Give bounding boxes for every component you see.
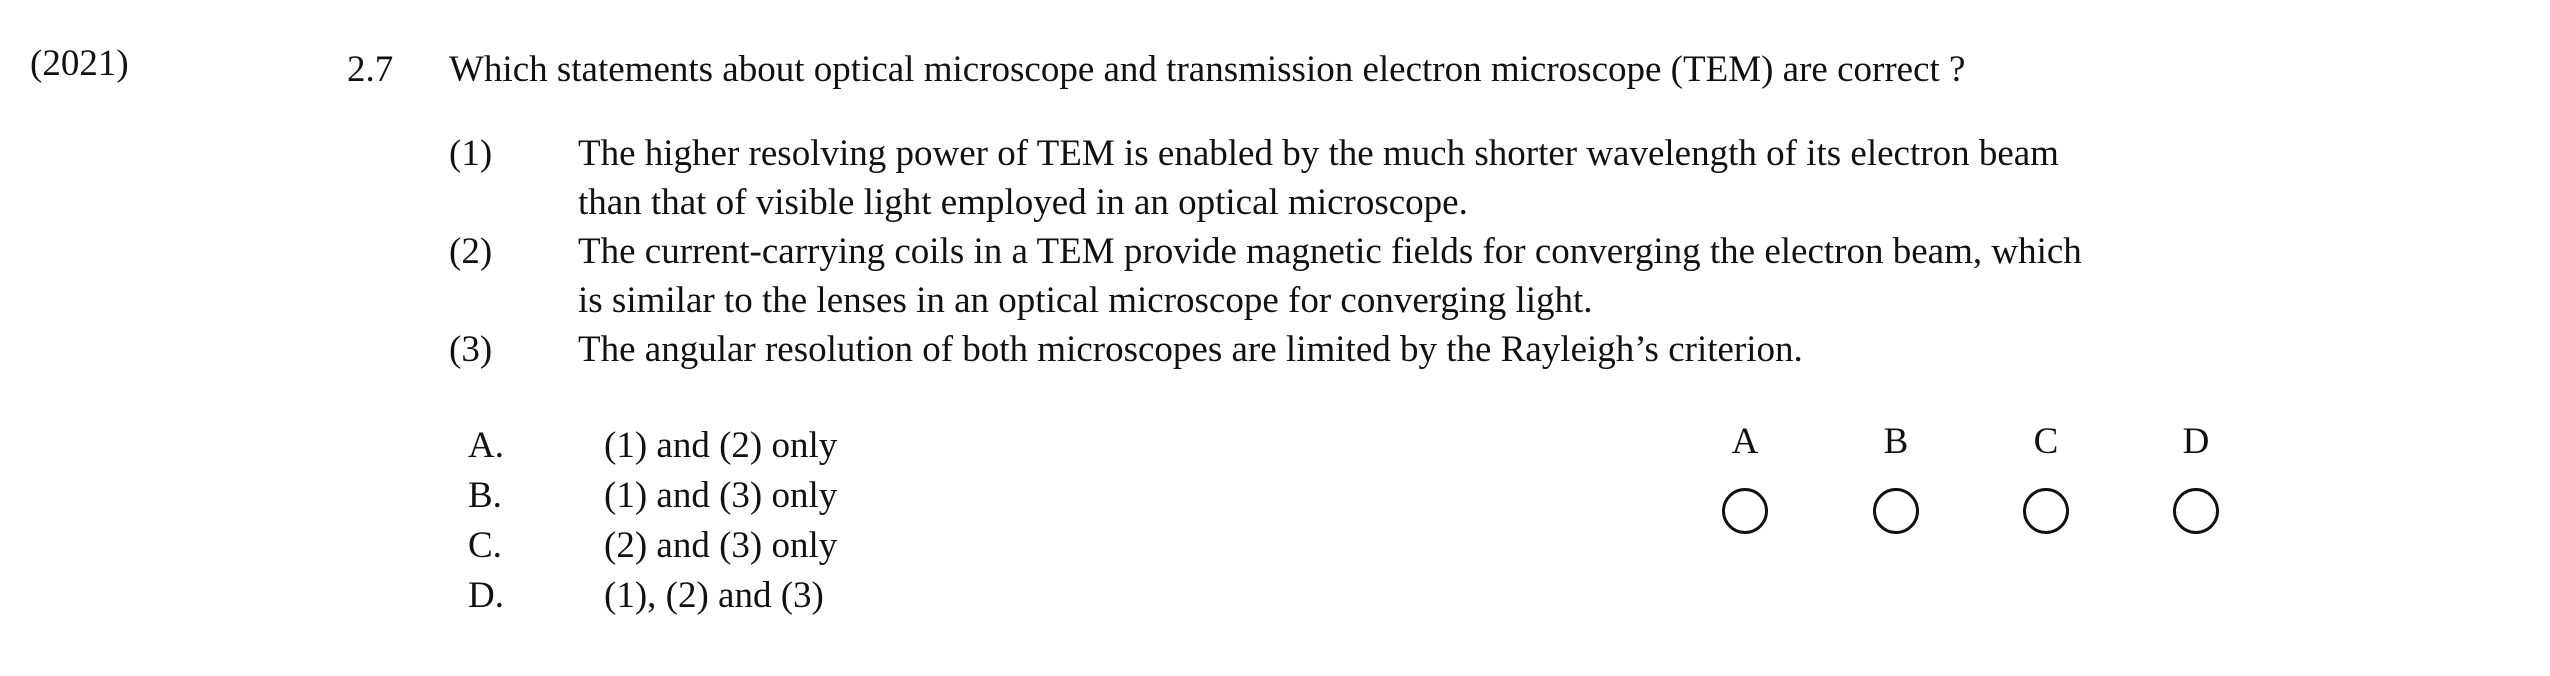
choice-d-text: (1), (2) and (3) (604, 575, 824, 616)
question-text: Which statements about optical microscop… (449, 49, 1966, 90)
choice-a-text: (1) and (2) only (604, 425, 838, 466)
statement-1-line-1: The higher resolving power of TEM is ena… (578, 133, 2059, 174)
choice-d-letter: D. (468, 575, 504, 616)
statement-2-line-1: The current-carrying coils in a TEM prov… (578, 231, 2082, 272)
choice-b-letter: B. (468, 475, 502, 516)
answer-option-b-label: B (1883, 421, 1909, 462)
choice-c-text: (2) and (3) only (604, 525, 838, 566)
year-label: (2021) (30, 43, 129, 84)
empty-circle-icon[interactable] (2023, 488, 2069, 534)
answer-option-d[interactable]: D (2166, 418, 2226, 534)
question-number: 2.7 (347, 49, 394, 90)
answer-option-b[interactable]: B (1866, 418, 1926, 534)
empty-circle-icon[interactable] (1722, 488, 1768, 534)
choice-a-letter: A. (468, 425, 504, 466)
answer-option-a-label: A (1731, 421, 1759, 462)
statement-3-line-1: The angular resolution of both microscop… (578, 329, 1803, 370)
statement-3-number: (3) (449, 329, 493, 370)
empty-circle-icon[interactable] (1873, 488, 1919, 534)
answer-option-c[interactable]: C (2016, 418, 2076, 534)
answer-option-d-label: D (2182, 421, 2210, 462)
answer-option-c-label: C (2033, 421, 2059, 462)
statement-2-line-2: is similar to the lenses in an optical m… (578, 280, 1593, 321)
choice-b-text: (1) and (3) only (604, 475, 838, 516)
choice-c-letter: C. (468, 525, 502, 566)
statement-1-line-2: than that of visible light employed in a… (578, 182, 1468, 223)
answer-option-a[interactable]: A (1715, 418, 1775, 534)
empty-circle-icon[interactable] (2173, 488, 2219, 534)
statement-1-number: (1) (449, 133, 493, 174)
statement-2-number: (2) (449, 231, 493, 272)
